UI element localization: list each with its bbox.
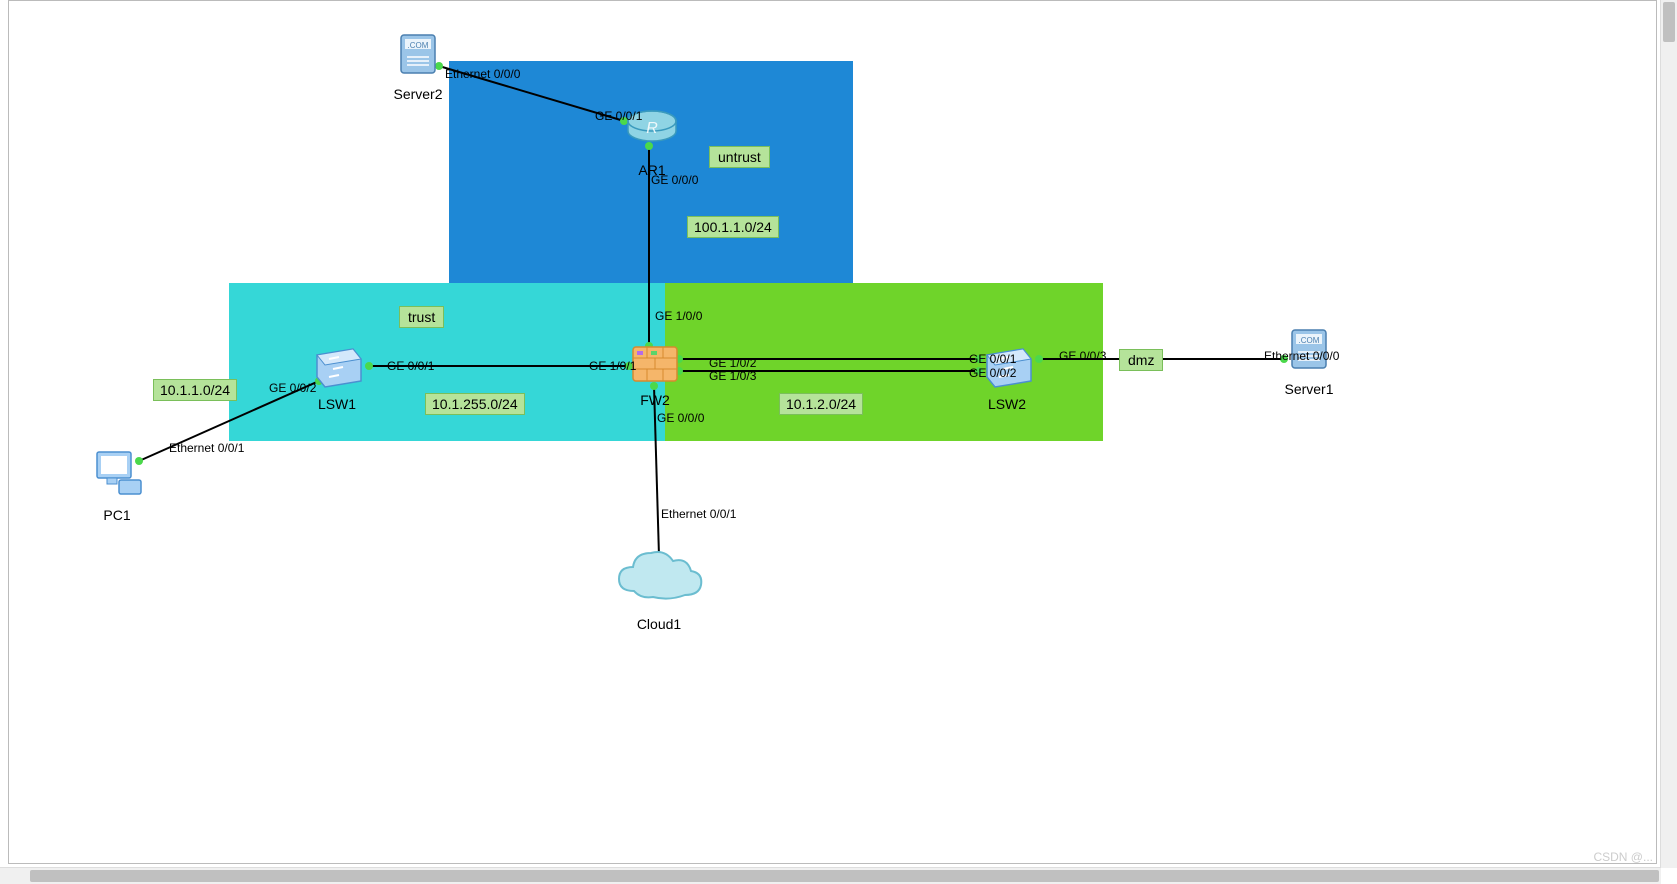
port-label: Ethernet 0/0/1 xyxy=(661,507,736,521)
horizontal-scrollbar[interactable] xyxy=(0,867,1661,884)
node-pc1[interactable]: PC1 xyxy=(89,446,145,523)
svg-text:R: R xyxy=(646,120,658,137)
port-label: GE 0/0/2 xyxy=(269,381,316,395)
port-label: GE 0/0/1 xyxy=(387,359,434,373)
node-fw2[interactable]: FW2 xyxy=(629,341,681,408)
scrollbar-thumb[interactable] xyxy=(1663,2,1675,42)
node-label: Cloud1 xyxy=(609,616,709,632)
zone-label-trust: trust xyxy=(399,306,444,328)
zone-label-dmz: dmz xyxy=(1119,349,1163,371)
watermark: CSDN @... xyxy=(1593,850,1653,864)
port-label: GE 1/0/2 xyxy=(709,356,756,370)
port-label: GE 0/0/0 xyxy=(657,411,704,425)
port-label: GE 1/0/0 xyxy=(655,309,702,323)
node-label: Server1 xyxy=(1284,381,1334,397)
node-cloud1[interactable]: Cloud1 xyxy=(609,541,709,632)
net-label-0: 100.1.1.0/24 xyxy=(687,216,779,238)
node-label: FW2 xyxy=(629,392,681,408)
node-lsw1[interactable]: LSW1 xyxy=(309,341,365,412)
port-label: GE 0/0/3 xyxy=(1059,349,1106,363)
port-label: Ethernet 0/0/1 xyxy=(169,441,244,455)
zone-label-untrust: untrust xyxy=(709,146,770,168)
svg-text:.COM: .COM xyxy=(408,41,429,50)
port-label: GE 1/0/1 xyxy=(589,359,636,373)
node-label: PC1 xyxy=(89,507,145,523)
vertical-scrollbar[interactable] xyxy=(1660,0,1677,868)
cloud-icon xyxy=(609,541,709,611)
port-label: GE 0/0/0 xyxy=(651,173,698,187)
switch-icon xyxy=(309,341,365,391)
net-label-3: 10.1.1.0/24 xyxy=(153,379,237,401)
port-label: Ethernet 0/0/0 xyxy=(445,67,520,81)
node-label: LSW1 xyxy=(309,396,365,412)
scrollbar-thumb[interactable] xyxy=(30,870,1659,882)
pc-icon xyxy=(89,446,145,502)
node-server2[interactable]: .COM Server2 xyxy=(393,31,443,102)
port-label: GE 0/0/1 xyxy=(969,352,1016,366)
net-label-1: 10.1.255.0/24 xyxy=(425,393,525,415)
topology-canvas[interactable]: untrust trust dmz 100.1.1.0/24 10.1.255.… xyxy=(8,0,1657,864)
svg-text:.COM: .COM xyxy=(1299,336,1320,345)
firewall-icon xyxy=(629,341,681,387)
node-label: LSW2 xyxy=(979,396,1035,412)
net-label-2: 10.1.2.0/24 xyxy=(779,393,863,415)
node-label: Server2 xyxy=(393,86,443,102)
port-label: GE 0/0/2 xyxy=(969,366,1016,380)
port-label: Ethernet 0/0/0 xyxy=(1264,349,1339,363)
port-label: GE 1/0/3 xyxy=(709,369,756,383)
port-label: GE 0/0/1 xyxy=(595,109,642,123)
server-icon: .COM xyxy=(393,31,443,81)
